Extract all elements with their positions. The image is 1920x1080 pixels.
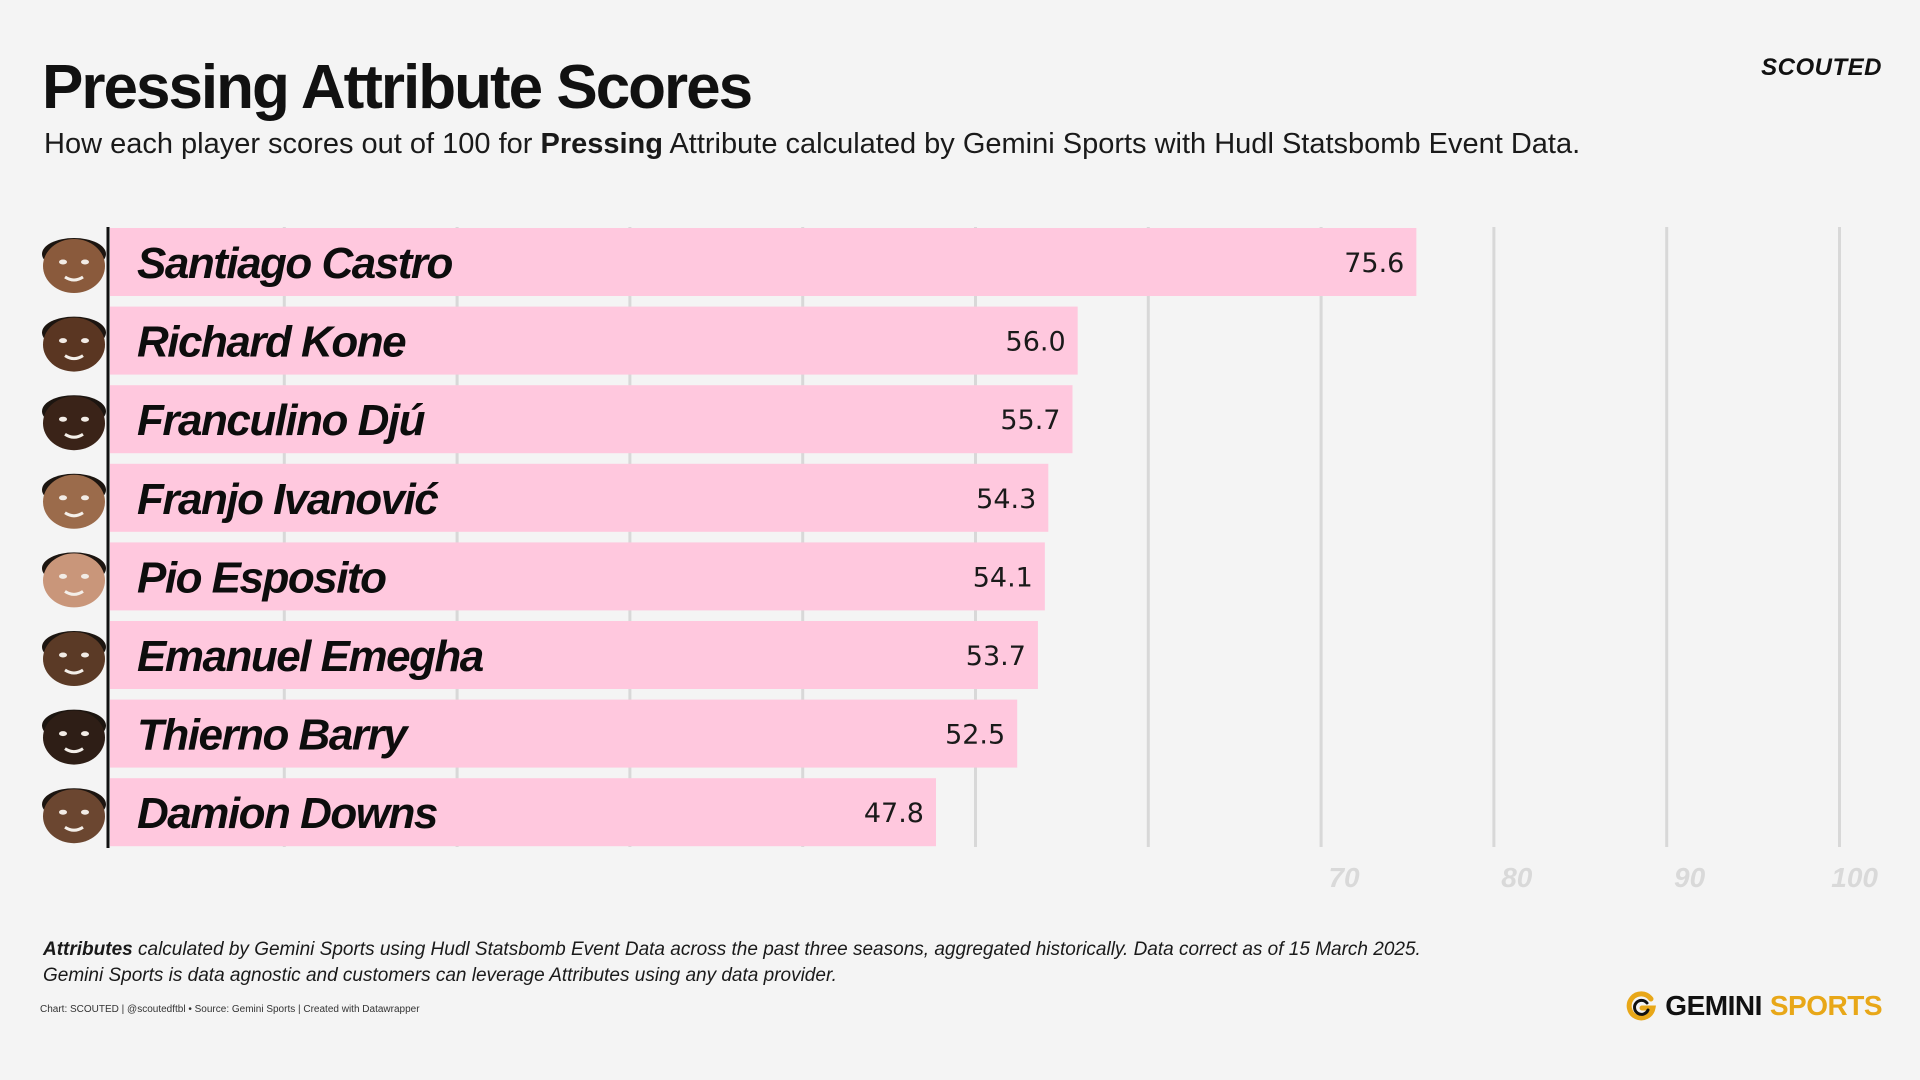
bar bbox=[110, 306, 1078, 375]
value-label: 47.8 bbox=[864, 798, 924, 829]
x-tick-label: 100 bbox=[1831, 862, 1878, 893]
chart-subtitle: How each player scores out of 100 for Pr… bbox=[44, 128, 1580, 161]
bar bbox=[110, 621, 1038, 689]
footnote-text-1: calculated by Gemini Sports using Hudl S… bbox=[132, 939, 1421, 960]
bar bbox=[110, 463, 1049, 532]
bar-label: Pio Esposito bbox=[137, 553, 386, 602]
player-avatar-icon bbox=[42, 316, 106, 372]
bar-label: Richard Kone bbox=[137, 318, 406, 367]
gemini-logo-icon bbox=[1627, 991, 1657, 1021]
gemini-sports-logo: GEMINI SPORTS bbox=[1625, 990, 1883, 1022]
player-avatar-icon bbox=[42, 238, 106, 293]
value-label: 54.3 bbox=[976, 484, 1036, 515]
bar-label: Santiago Castro bbox=[137, 239, 453, 288]
subtitle-start: How each player scores out of 100 for bbox=[44, 128, 541, 160]
player-avatar-icon bbox=[42, 788, 106, 844]
value-label: 52.5 bbox=[945, 720, 1005, 751]
value-label: 54.1 bbox=[973, 562, 1033, 593]
tick-label-layer: 70 80 90 100 bbox=[1328, 862, 1878, 893]
footnote-bold: Attributes bbox=[43, 939, 133, 960]
player-avatar-icon bbox=[42, 709, 106, 765]
avatar-layer bbox=[42, 238, 106, 844]
value-label: 53.7 bbox=[966, 641, 1026, 672]
source-credit: Chart: SCOUTED | @scoutedftbl • Source: … bbox=[40, 1004, 420, 1015]
bar-label: Franculino Djú bbox=[137, 396, 426, 445]
bar bbox=[110, 228, 1417, 296]
subtitle-emphasis: Pressing bbox=[540, 128, 663, 160]
player-avatar-icon bbox=[42, 552, 106, 608]
x-tick-label: 70 bbox=[1328, 862, 1360, 893]
player-avatar-icon bbox=[42, 473, 106, 529]
footnote-line-1: Attributes calculated by Gemini Sports u… bbox=[43, 937, 1421, 963]
footnote-line-2: Gemini Sports is data agnostic and custo… bbox=[43, 965, 837, 986]
bar-label: Thierno Barry bbox=[137, 711, 410, 760]
bar-label: Damion Downs bbox=[137, 789, 437, 838]
subtitle-end: Attribute calculated by Gemini Sports wi… bbox=[662, 128, 1581, 160]
bar bbox=[110, 699, 1018, 768]
bar bbox=[110, 542, 1045, 611]
x-tick-label: 90 bbox=[1674, 862, 1706, 893]
scouted-brand-logo: SCOUTED bbox=[1761, 54, 1882, 81]
bar bbox=[110, 385, 1073, 454]
value-label: 75.6 bbox=[1344, 248, 1404, 279]
bar-label: Emanuel Emegha bbox=[137, 632, 484, 681]
value-label: 56.0 bbox=[1006, 327, 1066, 358]
player-avatar-icon bbox=[42, 631, 106, 686]
bar-label: Franjo Ivanović bbox=[137, 475, 439, 524]
footnote: Attributes calculated by Gemini Sports u… bbox=[43, 937, 1421, 989]
bar bbox=[110, 778, 936, 847]
value-label: 55.7 bbox=[1000, 405, 1060, 436]
player-avatar-icon bbox=[42, 395, 106, 451]
x-tick-label: 80 bbox=[1501, 862, 1533, 893]
logo-text-sports: SPORTS bbox=[1769, 990, 1883, 1021]
chart-title: Pressing Attribute Scores bbox=[42, 53, 753, 122]
bar-layer: Santiago Castro 75.6 Richard Kone 56.0 Franc… bbox=[110, 228, 1417, 847]
logo-text-gemini: GEMINI bbox=[1665, 990, 1762, 1021]
